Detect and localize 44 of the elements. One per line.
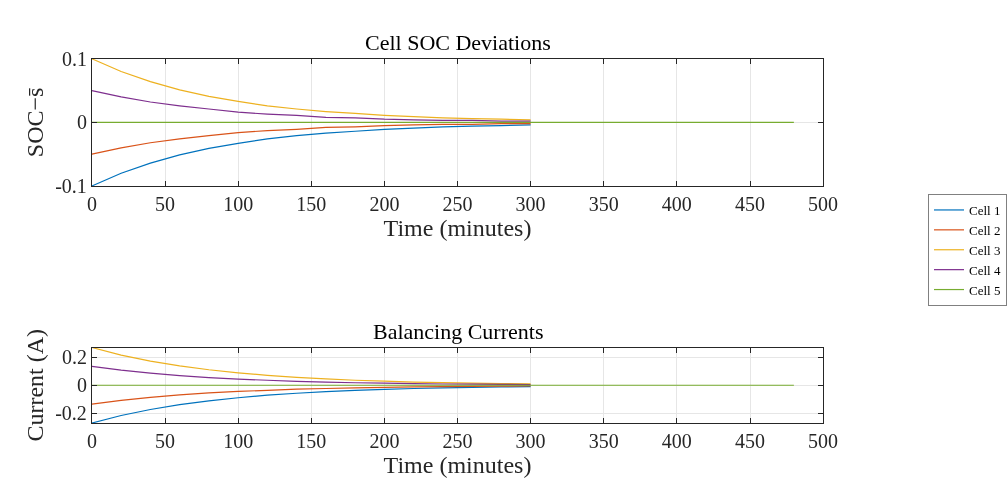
x-tick-label: 350: [588, 192, 619, 215]
x-tick-label: 200: [369, 192, 400, 215]
line-series: [91, 365, 532, 386]
x-tick-label: 250: [442, 430, 473, 453]
x-tick-label: 100: [223, 192, 254, 215]
x-tick-label: 300: [515, 430, 546, 453]
chart-title: Cell SOC Deviations: [365, 30, 551, 55]
x-tick-label: 400: [661, 192, 692, 215]
legend-label: Cell 2: [969, 222, 1001, 238]
legend-label: Cell 3: [969, 242, 1001, 258]
legend-label: Cell 4: [969, 262, 1001, 278]
chart-title: Balancing Currents: [373, 319, 544, 344]
y-axis-title: SOC−s̄: [22, 87, 49, 158]
x-tick-label: 50: [155, 430, 175, 453]
x-tick-label: 500: [808, 192, 839, 215]
legend-label: Cell 1: [969, 203, 1001, 219]
x-tick-label: 450: [735, 192, 765, 215]
x-tick-label: 300: [515, 192, 546, 215]
x-tick-label: 50: [155, 192, 175, 215]
x-tick-label: 150: [296, 430, 327, 453]
x-tick-label: 200: [369, 430, 400, 453]
line-series: [91, 124, 532, 186]
x-tick-label: 100: [223, 430, 254, 453]
x-tick-label: 450: [735, 430, 765, 453]
legend-label: Cell 5: [969, 282, 1001, 298]
y-tick-label: 0.1: [61, 47, 87, 70]
x-axis-title: Time (minutes): [383, 452, 532, 479]
line-series: [91, 123, 532, 155]
line-series: [91, 347, 532, 385]
y-tick-label: 0: [76, 374, 87, 397]
x-tick-label: 350: [588, 430, 619, 453]
line-series: [91, 385, 532, 405]
y-tick-label: -0.2: [55, 402, 87, 425]
x-tick-label: 150: [296, 192, 327, 215]
y-axis-title: Current (A): [22, 328, 49, 442]
line-series: [91, 58, 532, 121]
y-tick-label: -0.1: [55, 174, 87, 197]
y-tick-label: 0.2: [61, 346, 87, 369]
y-tick-label: 0: [76, 111, 87, 134]
x-tick-label: 250: [442, 192, 473, 215]
line-series: [91, 89, 532, 122]
x-tick-label: 400: [661, 430, 692, 453]
x-tick-label: 500: [808, 430, 839, 453]
x-axis-title: Time (minutes): [383, 214, 532, 241]
